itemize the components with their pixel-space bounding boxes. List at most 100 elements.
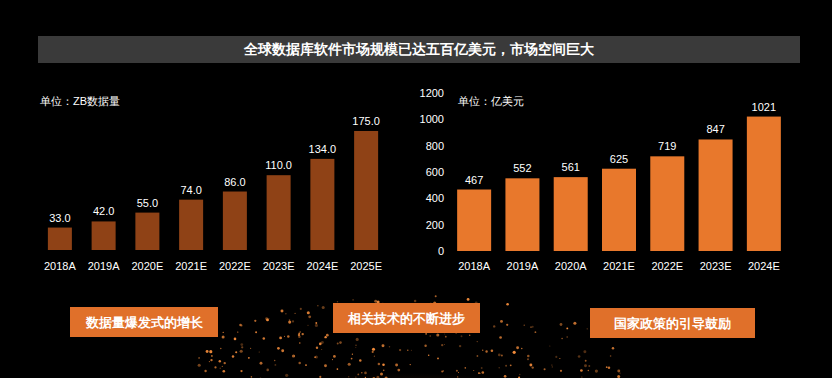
particle	[209, 361, 210, 362]
data-label: 110.0	[265, 159, 292, 171]
particle	[292, 354, 295, 357]
particle	[317, 305, 318, 306]
data-label: 134.0	[309, 143, 337, 155]
particle	[585, 360, 587, 362]
particle	[516, 346, 519, 349]
particle	[352, 354, 353, 355]
y-tick-label: 800	[426, 140, 444, 152]
particle	[321, 349, 322, 350]
particle	[298, 334, 300, 336]
particle	[364, 372, 367, 375]
particle	[289, 319, 291, 321]
particle	[549, 345, 550, 346]
bar	[48, 228, 72, 250]
y-tick-label: 0	[438, 245, 444, 257]
particle	[348, 363, 351, 366]
particle	[425, 333, 427, 335]
particle	[251, 376, 253, 378]
particle	[399, 349, 401, 351]
particle	[359, 359, 361, 361]
particle	[555, 356, 557, 358]
particle	[461, 335, 463, 337]
data-label: 1021	[752, 101, 776, 113]
bars	[457, 117, 781, 251]
particle	[428, 355, 430, 357]
particle	[337, 368, 339, 370]
particle	[608, 367, 611, 370]
particle	[308, 315, 311, 318]
particle	[578, 355, 581, 358]
callout-text: 相关技术的不断进步	[347, 311, 465, 326]
particle	[410, 364, 411, 365]
particle	[198, 364, 201, 367]
bars	[48, 131, 378, 250]
particle	[332, 359, 333, 360]
particle	[356, 338, 359, 341]
particle	[493, 325, 495, 327]
particle	[521, 348, 522, 349]
particle	[302, 333, 304, 335]
particle	[352, 299, 354, 301]
x-tick-label: 2020E	[131, 260, 163, 272]
particle	[378, 363, 381, 366]
particle	[211, 355, 213, 357]
particle	[372, 348, 375, 351]
particle	[277, 347, 280, 350]
particle	[513, 351, 516, 354]
particle	[324, 336, 326, 338]
data-label: 33.0	[49, 212, 70, 224]
particle	[443, 370, 444, 371]
particle	[527, 355, 530, 358]
data-label: 561	[562, 161, 580, 173]
particle	[482, 349, 483, 350]
bar	[223, 192, 247, 250]
x-tick-label: 2025E	[350, 260, 382, 272]
particle	[255, 331, 257, 333]
data-label: 847	[706, 123, 724, 135]
particle	[223, 332, 224, 333]
x-tick-label: 2020A	[555, 260, 587, 272]
data-label: 86.0	[224, 176, 245, 188]
particle	[285, 313, 286, 314]
particle	[321, 341, 324, 344]
particle	[319, 343, 322, 346]
particle	[560, 370, 562, 372]
particle	[307, 311, 310, 314]
chart: 单位：ZB数据量33.042.055.074.086.0110.0134.017…	[40, 95, 382, 272]
bar	[699, 139, 733, 251]
particle	[365, 377, 366, 378]
particle	[435, 295, 437, 297]
particle	[583, 350, 586, 353]
y-tick-label: 400	[426, 192, 444, 204]
particle	[587, 328, 588, 329]
particle	[407, 350, 408, 351]
y-tick-label: 200	[426, 219, 444, 231]
particle	[532, 366, 534, 368]
particle	[315, 355, 318, 358]
particle	[411, 350, 412, 351]
particle	[395, 364, 398, 367]
data-label: 74.0	[180, 184, 201, 196]
page: 全球数据库软件市场规模已达五百亿美元，市场空间巨大单位：ZB数据量33.042.…	[0, 0, 832, 378]
particle	[374, 356, 375, 357]
particle	[305, 364, 307, 366]
particle	[529, 364, 532, 367]
particle	[505, 365, 507, 367]
particle	[485, 350, 487, 352]
bar	[354, 131, 378, 250]
callout-text: 国家政策的引导鼓励	[614, 316, 731, 331]
x-tick-label: 2024E	[748, 260, 780, 272]
particle	[566, 327, 568, 329]
particle	[469, 334, 470, 335]
particle	[617, 370, 620, 373]
particle	[284, 336, 285, 337]
particle	[300, 308, 302, 310]
particle	[456, 370, 458, 372]
particle	[307, 325, 308, 326]
particle	[239, 324, 242, 327]
particle	[266, 369, 269, 372]
bar	[650, 156, 684, 251]
x-tick-label: 2018A	[458, 260, 490, 272]
x-tick-label: 2019A	[507, 260, 539, 272]
particle	[382, 363, 385, 366]
